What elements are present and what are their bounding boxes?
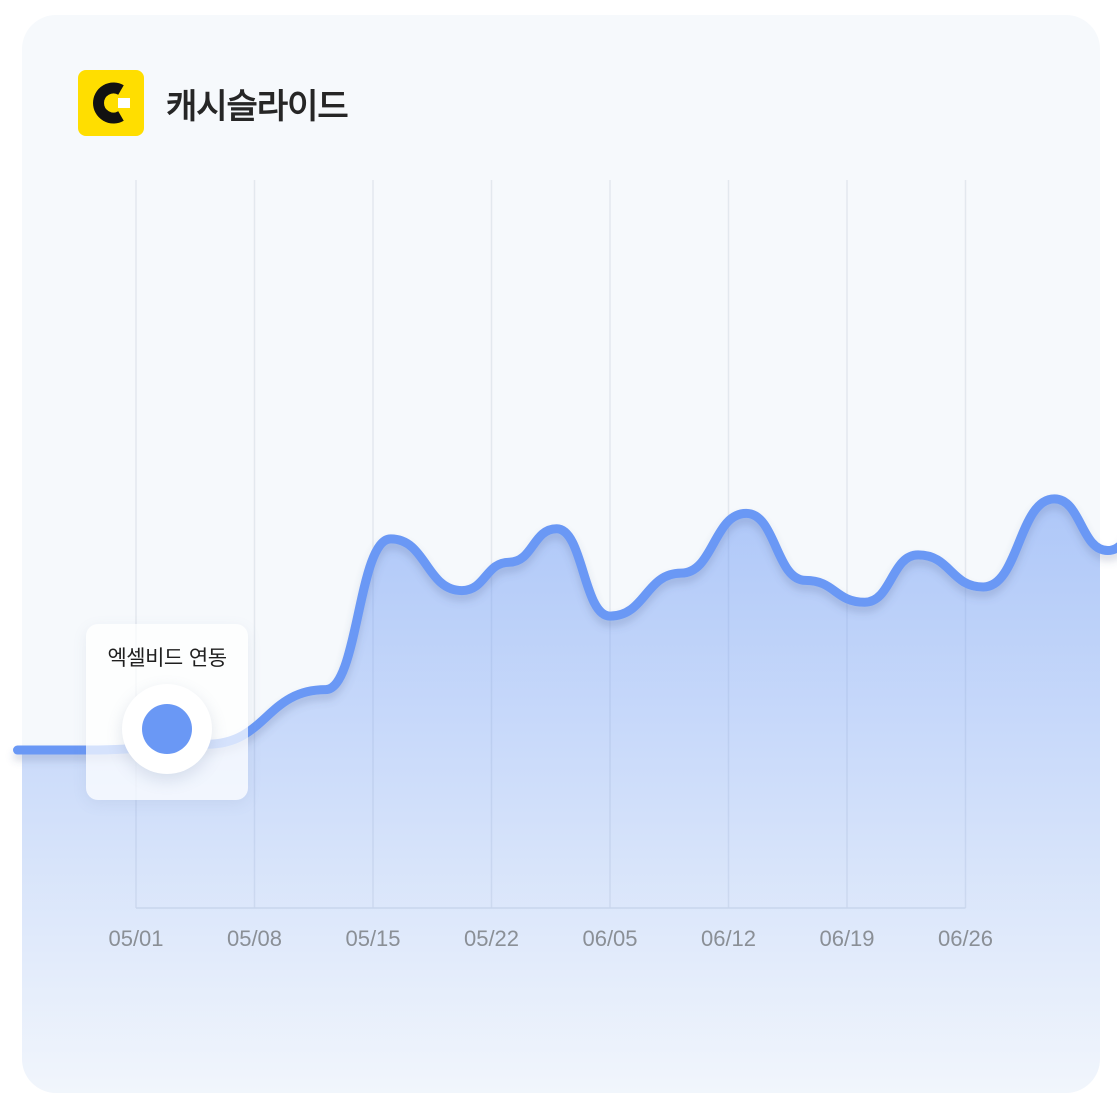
x-tick-label: 06/12 xyxy=(701,926,756,951)
x-tick-label: 05/15 xyxy=(345,926,400,951)
x-tick-label: 06/05 xyxy=(582,926,637,951)
x-tick-label: 06/26 xyxy=(938,926,993,951)
marker-dot xyxy=(142,704,192,754)
x-tick-label: 05/08 xyxy=(227,926,282,951)
x-tick-label: 05/22 xyxy=(464,926,519,951)
x-tick-label: 06/19 xyxy=(819,926,874,951)
annotation-label: 엑셀비드 연동 xyxy=(107,646,227,670)
c-logo-icon xyxy=(78,70,144,136)
x-tick-label: 05/01 xyxy=(108,926,163,951)
brand-name: 캐시슬라이드 xyxy=(166,86,349,127)
marker-point[interactable] xyxy=(122,684,212,774)
series-area xyxy=(22,455,1100,1093)
brand-header: 캐시슬라이드 xyxy=(78,70,349,136)
series-line xyxy=(13,494,1117,755)
annotation-card: 엑셀비드 연동 xyxy=(86,624,248,800)
c-logo-glyph xyxy=(93,82,130,124)
